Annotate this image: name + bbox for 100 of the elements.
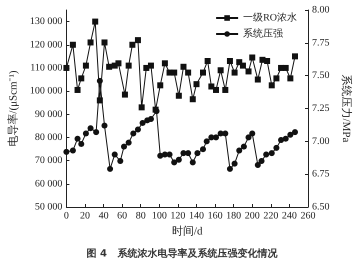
point: [185, 150, 192, 156]
point: [78, 140, 84, 147]
point: [157, 82, 164, 88]
x-axis-title: 时间/d: [172, 224, 203, 238]
y2-tick-label: 7.25: [312, 103, 330, 114]
point: [148, 116, 154, 122]
point: [112, 151, 118, 158]
point: [129, 42, 136, 48]
point: [268, 82, 275, 88]
point: [185, 70, 192, 76]
point: [74, 86, 81, 93]
x-tick-label: 180: [226, 210, 242, 222]
y2-tick-label: 6.50: [312, 202, 330, 212]
point: [134, 126, 141, 133]
y-tick-label: 80 000: [34, 132, 62, 143]
point: [138, 104, 145, 110]
y-tick-label: 110 000: [30, 62, 62, 74]
point: [126, 62, 132, 69]
point: [107, 166, 114, 172]
legend-label: 系统压强: [243, 28, 284, 40]
point: [70, 42, 76, 48]
point: [246, 68, 252, 74]
y2-tick-label: 7.50: [312, 70, 330, 82]
point: [264, 58, 270, 64]
y2-tick-label: 8.00: [312, 4, 330, 16]
point: [249, 54, 256, 61]
point: [240, 62, 246, 69]
point: [190, 159, 196, 166]
point: [287, 132, 294, 138]
point: [200, 70, 206, 76]
point: [102, 122, 108, 129]
point: [190, 96, 196, 102]
point: [63, 64, 70, 71]
point: [88, 39, 94, 46]
point: [282, 136, 289, 142]
point: [222, 86, 228, 93]
x-tick-label: 60: [117, 210, 128, 222]
point: [226, 166, 233, 172]
point: [166, 151, 173, 158]
point: [126, 140, 132, 146]
point: [78, 75, 84, 82]
point: [232, 160, 238, 167]
point: [204, 138, 210, 144]
point: [176, 92, 182, 99]
y-tick-label: 90 000: [34, 108, 62, 120]
point: [63, 148, 70, 155]
point: [226, 58, 233, 64]
point: [82, 62, 89, 69]
point: [93, 129, 100, 136]
point: [102, 39, 108, 46]
point: [254, 76, 261, 83]
point: [171, 70, 178, 76]
x-tick-label: 140: [188, 210, 204, 222]
y2-tick-label: 6.75: [312, 168, 330, 180]
y-tick-label: 120 000: [30, 39, 62, 50]
point: [240, 144, 247, 150]
y-tick-label: 60 000: [34, 178, 62, 190]
x-tick-label: 200: [244, 210, 260, 222]
x-tick-label: 80: [136, 210, 146, 222]
point: [106, 64, 112, 70]
point: [236, 148, 242, 154]
point: [88, 125, 94, 132]
x-tick-label: 20: [80, 210, 90, 222]
point: [148, 62, 154, 69]
point: [287, 75, 294, 82]
point: [263, 151, 270, 158]
point: [70, 148, 76, 154]
point: [134, 37, 141, 44]
point: [176, 156, 182, 163]
point: [130, 130, 136, 136]
x-tick-label: 40: [98, 210, 109, 222]
y-tick-label: 130 000: [30, 16, 62, 28]
point: [204, 58, 211, 64]
y2-tick-label: 7.00: [312, 136, 330, 147]
point: [292, 129, 298, 136]
point: [115, 60, 122, 66]
point: [282, 64, 289, 71]
point: [82, 130, 89, 136]
point: [117, 158, 124, 164]
point: [292, 53, 298, 60]
text: 图 4 系统浓水电导率及系统压强变化情况: [86, 248, 278, 260]
x-tick-label: 240: [282, 210, 297, 222]
point: [121, 144, 128, 150]
point: [140, 120, 146, 126]
point: [278, 137, 284, 144]
legend-label: 一级RO浓水: [243, 12, 298, 24]
x-tick-label: 100: [152, 210, 167, 222]
point: [213, 86, 220, 93]
point: [96, 97, 103, 104]
point: [74, 136, 81, 142]
point: [249, 130, 256, 136]
y2-tick-label: 7.75: [312, 37, 330, 48]
point: [268, 150, 275, 156]
point: [171, 159, 178, 166]
x-tick-label: 260: [300, 210, 316, 222]
y-axis-title: 电导率/(μScm⁻¹): [6, 70, 20, 147]
point: [213, 134, 220, 140]
y2-axis-title: 系统压力/MPa: [340, 74, 353, 143]
point: [232, 70, 238, 76]
point: [162, 60, 168, 66]
